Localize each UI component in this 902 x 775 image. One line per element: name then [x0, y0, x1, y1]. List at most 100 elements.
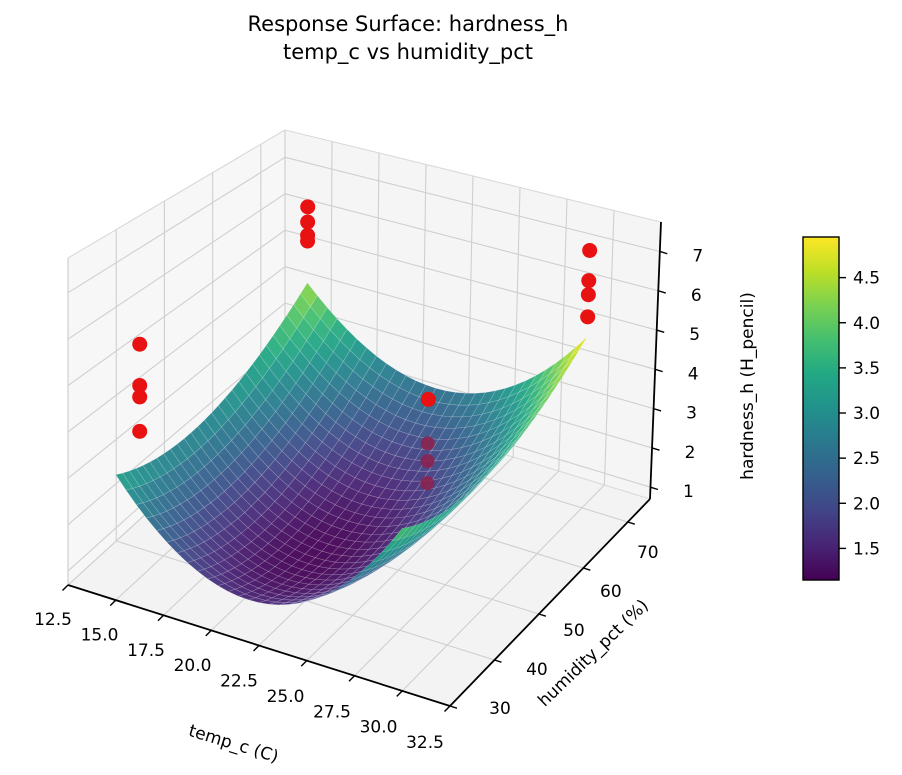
grid-leftwall-z — [67, 193, 286, 340]
grid-rightwall-z — [284, 156, 660, 253]
scatter-point — [132, 423, 148, 439]
surface-quad — [259, 345, 277, 369]
z-tick — [654, 368, 663, 373]
colorbar-tick-label: 3.5 — [853, 359, 880, 379]
grid-floor-x — [401, 484, 605, 692]
surface-quad — [214, 426, 232, 448]
scatter-point — [132, 336, 148, 352]
grid-rightwall-z — [284, 193, 659, 292]
scatter-point — [581, 273, 597, 289]
scatter-point — [420, 391, 436, 407]
scatter-point — [300, 199, 316, 215]
x-tick — [62, 584, 69, 591]
y-tick-label: 50 — [563, 621, 585, 641]
grid-rightwall-z — [284, 229, 657, 331]
surface-quad — [522, 409, 541, 431]
z-tick-label: 5 — [689, 325, 700, 345]
surface-quad — [470, 475, 488, 494]
surface-quad — [156, 453, 174, 474]
y-tick — [583, 567, 591, 571]
z-tick-label: 1 — [683, 482, 694, 502]
y-tick — [494, 659, 502, 663]
pane-edge — [67, 129, 286, 259]
x-tick — [253, 645, 260, 652]
scatter-point — [132, 389, 148, 405]
x-tick-label: 20.0 — [174, 656, 212, 676]
x-tick — [444, 705, 451, 712]
z-tick — [650, 486, 659, 491]
scatter-point — [582, 242, 598, 258]
surface-quad — [293, 293, 311, 318]
scatter-point-occluded — [420, 454, 435, 469]
z-tick-label: 2 — [685, 443, 696, 463]
surface-mesh — [115, 282, 588, 606]
surface-quad — [509, 428, 528, 449]
scatter-points — [132, 199, 598, 491]
chart-title-line1: Response Surface: hardness_h — [248, 12, 569, 37]
grid-rightwall-z — [284, 266, 656, 370]
x-tick — [157, 614, 164, 622]
surface-quad — [310, 295, 328, 320]
x-tick-label: 17.5 — [127, 641, 165, 661]
y-tick-label: 30 — [489, 699, 511, 719]
axes3d: 12.5 15.0 17.5 20.0 22.5 25.0 27.5 30.0 32.5 30 40… — [34, 129, 703, 753]
colorbar-tick-label: 4.5 — [853, 269, 880, 289]
surface-quad — [197, 419, 215, 442]
colorbar-tick-label: 4.0 — [853, 314, 880, 334]
scatter-point-occluded — [420, 436, 435, 451]
x-tick-label: 25.0 — [267, 687, 305, 707]
surface-quad — [211, 405, 229, 428]
x-tick — [109, 599, 117, 607]
grid-rightwall-z — [284, 302, 654, 410]
surface-quad — [300, 282, 318, 308]
x-tick — [205, 629, 212, 637]
scatter-point — [300, 233, 316, 249]
scatter-point-occluded — [420, 476, 435, 491]
surface-quad — [562, 347, 581, 370]
colorbar-tick-label: 2.0 — [853, 494, 880, 514]
z-tick — [651, 447, 660, 451]
x-tick-label: 32.5 — [406, 733, 444, 753]
surface-quad — [476, 468, 495, 488]
surface-quad — [424, 513, 442, 530]
colorbar-gradient — [803, 237, 839, 580]
y-axis-line — [449, 498, 651, 707]
scatter-point — [300, 214, 316, 230]
z-axis-line — [649, 221, 662, 500]
x-tick-label: 22.5 — [220, 672, 258, 692]
z-tick — [659, 250, 668, 255]
x-tick-label: 12.5 — [34, 610, 72, 630]
axis-ticks — [62, 250, 668, 712]
x-axis-label: temp_c (C) — [186, 721, 281, 767]
surface-quad — [149, 457, 168, 478]
colorbar-tick-label: 3.0 — [853, 404, 880, 424]
surface-quad — [398, 524, 416, 540]
colorbar-tick-label: 2.5 — [853, 449, 880, 469]
y-tick — [538, 613, 547, 617]
x-tick-label: 27.5 — [313, 702, 351, 722]
surface-quad — [183, 432, 202, 454]
z-tick-label: 7 — [692, 246, 703, 266]
chart-title-line2: temp_c vs humidity_pct — [283, 40, 533, 65]
z-tick — [653, 407, 662, 412]
surface-quad — [437, 504, 455, 522]
tick-labels: 12.5 15.0 17.5 20.0 22.5 25.0 27.5 30.0 32.5 30 40… — [34, 246, 703, 753]
z-tick-label: 3 — [686, 404, 697, 424]
surface-quad — [391, 526, 410, 542]
surface-quad — [536, 390, 554, 412]
surface-quad — [129, 468, 147, 487]
y-axis-label: humidity_pct (%) — [534, 596, 652, 711]
surface-quad — [115, 472, 134, 491]
surface-quad — [142, 461, 161, 481]
surface-quad — [529, 400, 548, 421]
z-tick-label: 4 — [688, 364, 699, 384]
scatter-point — [580, 309, 596, 325]
grid-floor-x — [306, 456, 514, 662]
x-tick-label: 30.0 — [360, 718, 398, 738]
z-axis-label: hardness_h (H_pencil) — [738, 292, 758, 480]
x-tick-label: 15.0 — [81, 625, 119, 645]
colorbar-frame — [802, 236, 840, 581]
y-tick-label: 60 — [600, 582, 622, 602]
z-tick — [658, 290, 666, 294]
surface-quad — [296, 317, 314, 341]
